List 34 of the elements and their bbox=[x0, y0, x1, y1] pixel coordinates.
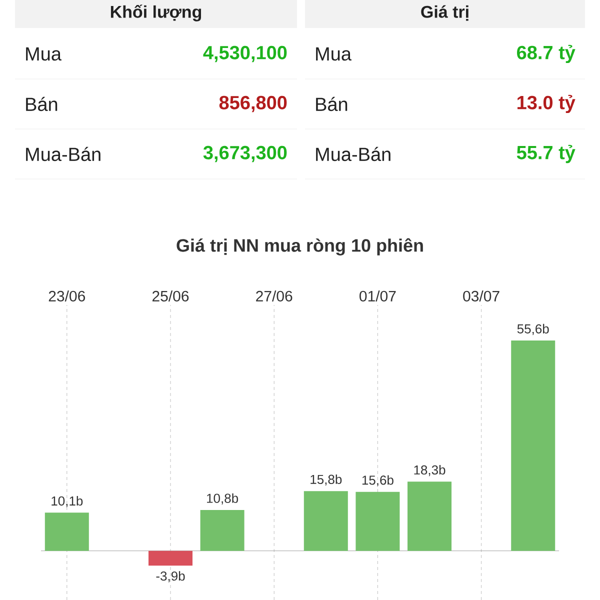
bar bbox=[356, 492, 400, 551]
bar bbox=[511, 340, 556, 551]
x-tick-label: 27/06 bbox=[256, 290, 292, 302]
bar bbox=[44, 512, 89, 551]
data-label: 15,8b bbox=[310, 474, 342, 486]
data-label: 15,6b bbox=[362, 475, 394, 486]
text: 68.7 tỷ bbox=[517, 44, 576, 64]
text: Giá trị bbox=[421, 5, 468, 21]
text: 55.7 tỷ bbox=[516, 144, 576, 164]
x-tick-label: 03/07 bbox=[463, 290, 500, 302]
text: 4,530,100 bbox=[203, 46, 287, 62]
x-tick-label: 01/07 bbox=[360, 290, 396, 302]
data-label: 10,8b bbox=[207, 493, 238, 504]
bar bbox=[408, 482, 452, 551]
text: 13.0 tỷ bbox=[518, 94, 576, 114]
text: Mua-Bán bbox=[316, 146, 390, 162]
text: 856,800 bbox=[219, 96, 287, 112]
bar bbox=[148, 550, 193, 566]
text: Khối lượng bbox=[110, 4, 202, 22]
data-label: 55,6b bbox=[517, 324, 549, 336]
text: Bán bbox=[316, 96, 348, 112]
text: Mua bbox=[26, 47, 62, 61]
data-label: -3,9b bbox=[156, 571, 185, 582]
chart-title: Giá trị NN mua ròng 10 phiên bbox=[176, 238, 423, 256]
text: Mua bbox=[316, 47, 352, 61]
x-tick-label: 25/06 bbox=[152, 290, 189, 302]
text: 3,673,300 bbox=[203, 146, 287, 162]
bar bbox=[200, 510, 244, 551]
bar bbox=[304, 491, 348, 551]
data-label: 10,1b bbox=[52, 496, 83, 508]
x-tick-label: 23/06 bbox=[48, 290, 86, 302]
text: Mua-Bán bbox=[26, 146, 100, 162]
text: Bán bbox=[26, 96, 58, 112]
data-label: 18,3b bbox=[414, 465, 446, 476]
